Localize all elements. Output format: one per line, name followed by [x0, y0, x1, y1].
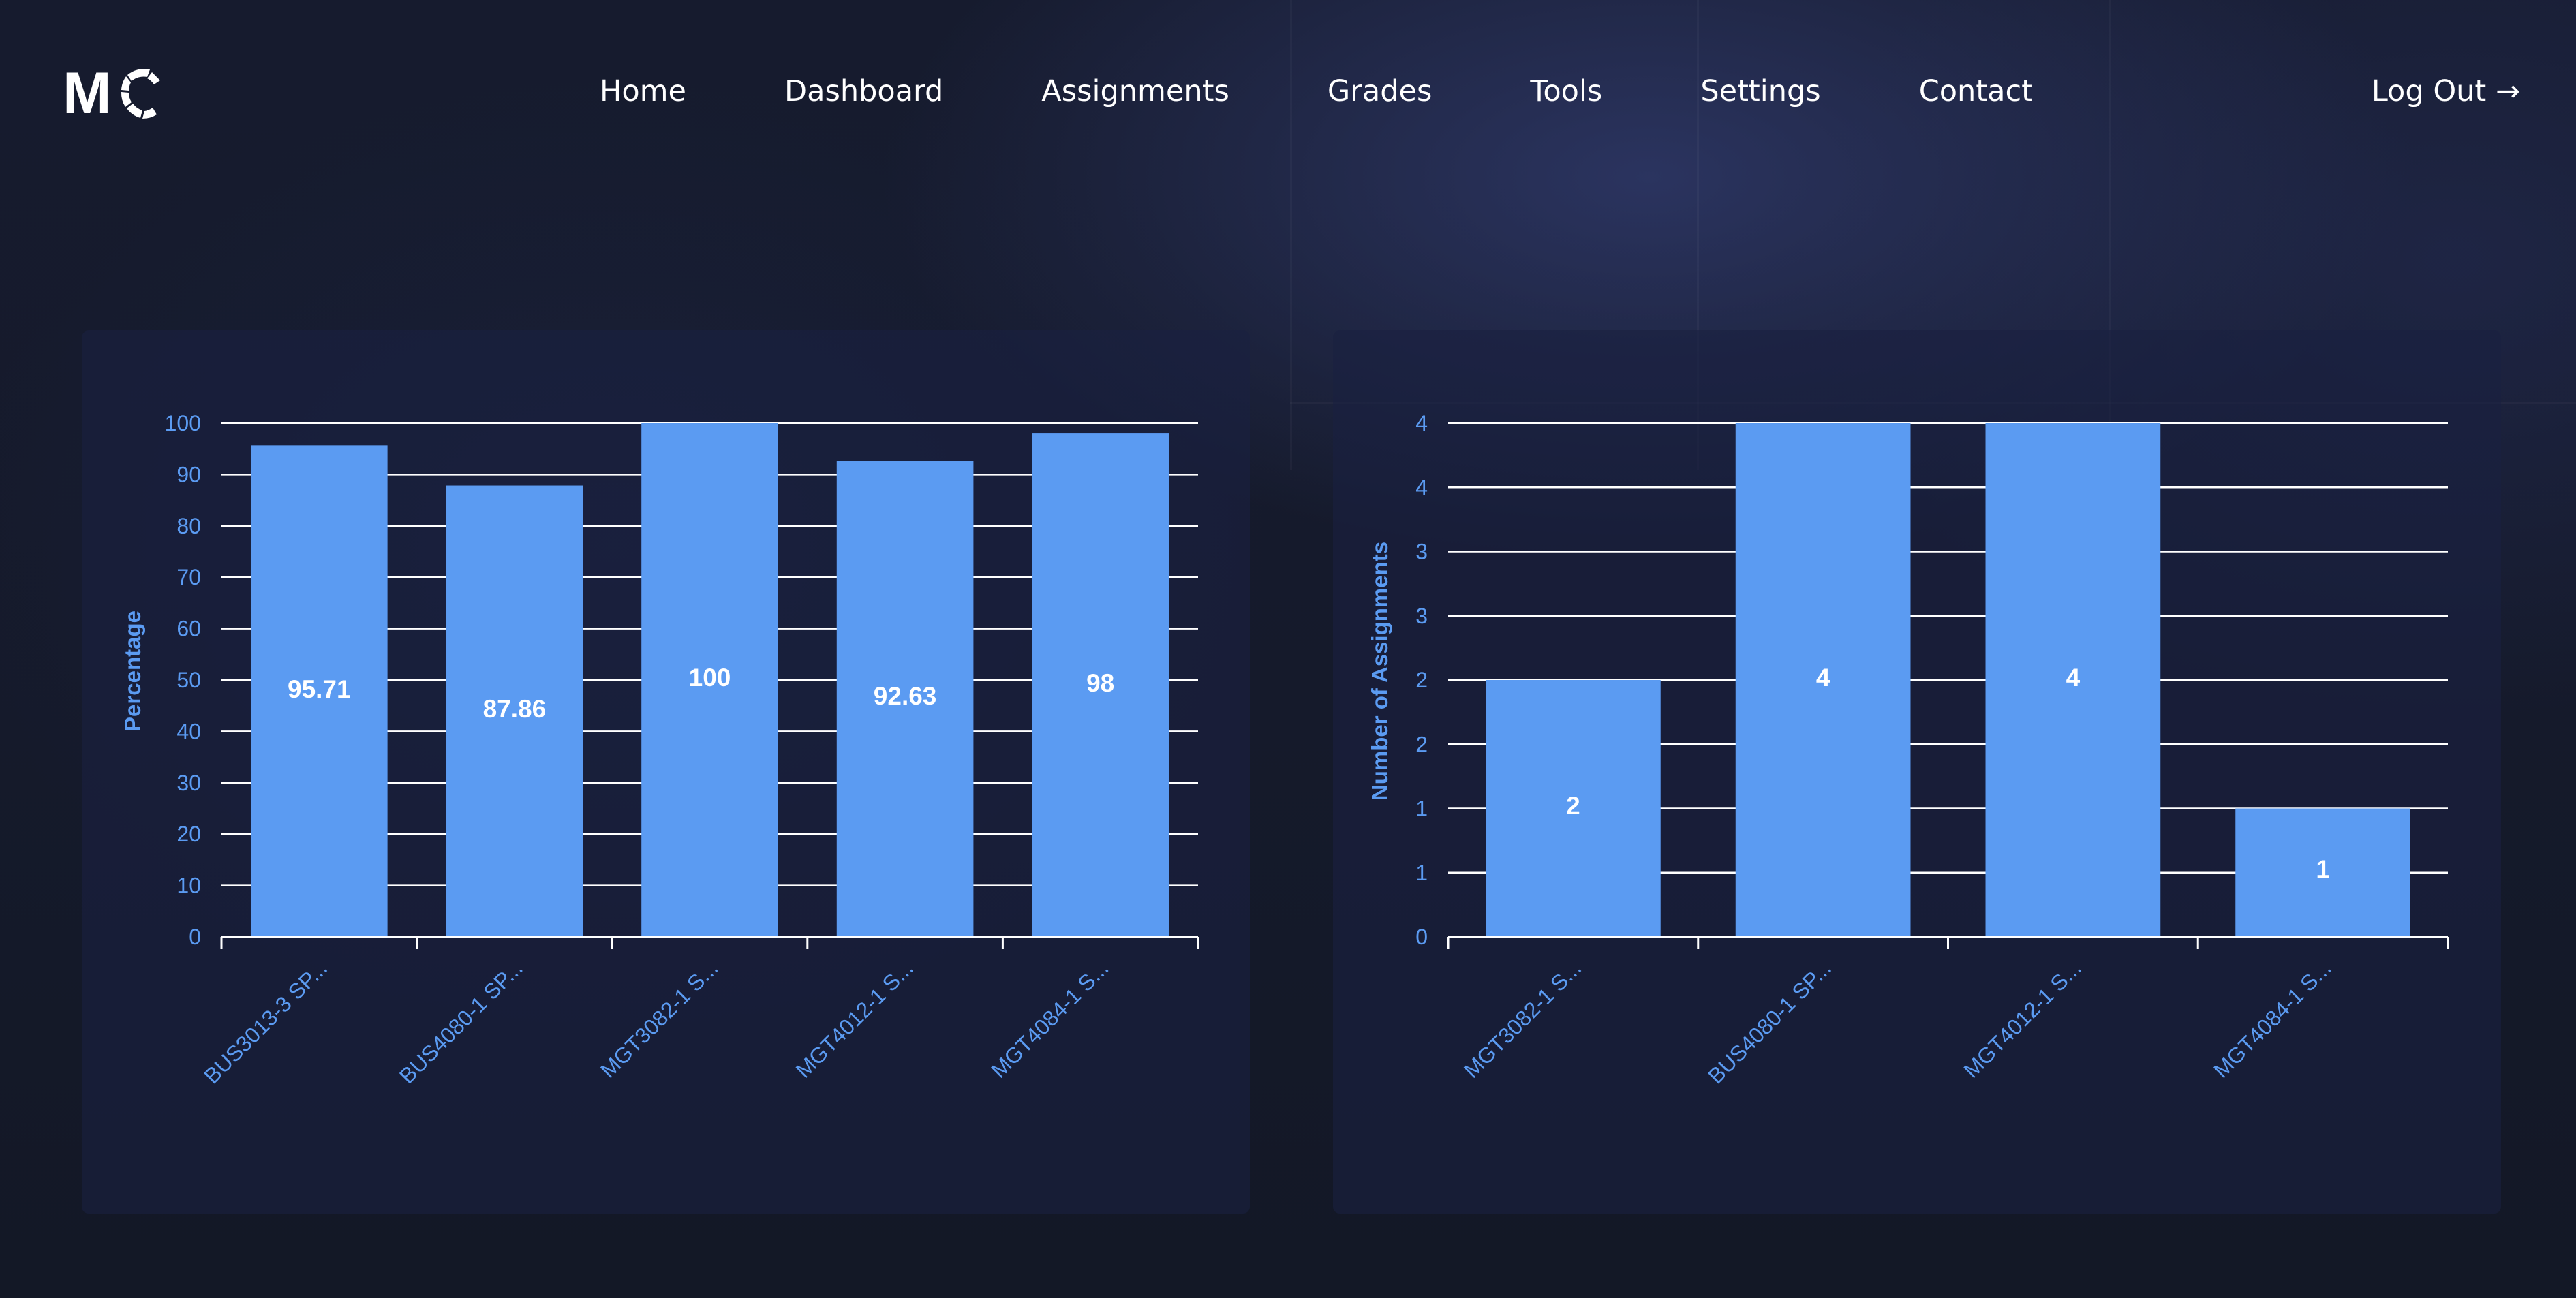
y-tick-label: 3: [1415, 604, 1428, 628]
grades-chart-panel: 0 10 20 30 40 50 60 70 80 90 100 Percentage 95.71 87.…: [82, 330, 1250, 1214]
nav-contact-link[interactable]: Contact: [1918, 74, 2033, 108]
y-tick-label: 0: [1415, 925, 1428, 949]
y-tick-label: 3: [1415, 540, 1428, 564]
bar[interactable]: [1032, 433, 1169, 937]
y-tick-label: 2: [1415, 732, 1428, 756]
nav-settings-link[interactable]: Settings: [1700, 74, 1821, 108]
x-category-label: MGT4084-1 S...: [2209, 955, 2335, 1082]
x-category-label: MGT3082-1 S...: [596, 955, 722, 1082]
bar-value-label: 98: [1086, 669, 1114, 697]
bar[interactable]: [1985, 423, 2161, 937]
y-tick-label: 10: [177, 874, 201, 898]
x-category-label: MGT4012-1 S...: [791, 955, 918, 1082]
y-tick-label: 2: [1415, 668, 1428, 692]
nav-tools-link[interactable]: Tools: [1530, 74, 1603, 108]
y-tick-label: 0: [189, 925, 201, 949]
bar[interactable]: [836, 461, 974, 937]
y-axis-title: Percentage: [120, 611, 145, 732]
y-tick-label: 20: [177, 822, 201, 846]
bar[interactable]: [2235, 808, 2410, 938]
x-category-label: BUS3013-3 SP...: [199, 955, 332, 1088]
bar-value-label: 4: [2066, 664, 2081, 692]
bar-value-label: 95.71: [288, 675, 351, 703]
x-category-label: MGT4012-1 S...: [1959, 955, 2085, 1082]
bar-value-label: 1: [2316, 855, 2330, 883]
bar[interactable]: [641, 423, 778, 937]
bar[interactable]: [1486, 680, 1661, 937]
assignments-chart-panel: 0 1 1 2 2 3 3 4 4 Number of Assignments 2 4 4 1 MGT308…: [1333, 330, 2501, 1214]
y-tick-label: 4: [1415, 411, 1428, 435]
nav-assignments-link[interactable]: Assignments: [1041, 74, 1229, 108]
y-tick-label: 1: [1415, 861, 1428, 885]
grade-percentage-bar-chart: 0 10 20 30 40 50 60 70 80 90 100 Percentage 95.71 87.…: [120, 411, 1199, 1088]
y-axis-title: Number of Assignments: [1367, 542, 1392, 801]
y-tick-label: 4: [1415, 475, 1428, 499]
bar[interactable]: [250, 445, 388, 937]
bar-value-label: 92.63: [874, 682, 937, 710]
x-category-label: MGT3082-1 S...: [1459, 955, 1586, 1082]
nav-grades-link[interactable]: Grades: [1327, 74, 1432, 108]
bar[interactable]: [1735, 423, 1911, 937]
y-tick-label: 1: [1415, 797, 1428, 821]
assignment-count-bar-chart: 0 1 1 2 2 3 3 4 4 Number of Assignments 2 4 4 1 MGT308…: [1367, 411, 2449, 1088]
y-tick-label: 100: [165, 411, 201, 435]
nav-dashboard-link[interactable]: Dashboard: [784, 74, 944, 108]
y-tick-label: 70: [177, 565, 201, 589]
y-tick-label: 80: [177, 514, 201, 538]
bar-value-label: 87.86: [483, 695, 547, 723]
y-tick-label: 50: [177, 668, 201, 692]
top-navbar: M Home Dashboard Assignments Grades Tool…: [0, 0, 2576, 184]
x-category-label: MGT4084-1 S...: [986, 955, 1113, 1082]
bar-value-label: 100: [689, 664, 731, 692]
y-tick-label: 40: [177, 719, 201, 743]
bar[interactable]: [446, 485, 583, 937]
y-tick-label: 30: [177, 771, 201, 795]
x-category-label: BUS4080-1 SP...: [1703, 955, 1836, 1088]
logo-letter-m: M: [63, 63, 112, 124]
y-tick-label: 60: [177, 617, 201, 641]
y-tick-label: 90: [177, 462, 201, 486]
mc-logo[interactable]: M: [63, 63, 165, 124]
x-category-label: BUS4080-1 SP...: [395, 955, 527, 1088]
nav-home-link[interactable]: Home: [600, 74, 686, 108]
bar-value-label: 4: [1816, 664, 1830, 692]
logout-button[interactable]: Log Out →: [2371, 74, 2520, 108]
logo-c-mark: [121, 69, 160, 119]
bar-value-label: 2: [1566, 792, 1580, 820]
nav-links: Home Dashboard Assignments Grades Tools …: [600, 71, 2131, 112]
